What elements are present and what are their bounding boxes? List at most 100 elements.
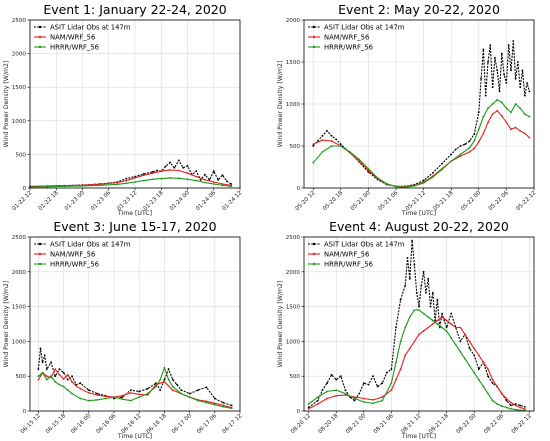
data-point [96, 392, 99, 395]
data-point [427, 277, 430, 280]
data-point [307, 408, 310, 410]
y-tick-label: 1000 [12, 339, 27, 345]
data-point [129, 392, 132, 394]
series-1 [37, 347, 233, 407]
data-point [436, 323, 439, 325]
data-point [491, 113, 494, 115]
data-point [422, 182, 425, 184]
chart-title: Event 2: May 20-22, 2020 [338, 2, 500, 17]
data-point [81, 185, 84, 187]
y-tick-label: 2000 [286, 270, 301, 276]
data-point [406, 257, 409, 259]
plot-frame [29, 236, 241, 412]
data-point [222, 405, 225, 408]
data-point [422, 179, 425, 182]
data-point [326, 390, 328, 393]
chart-title: Event 4: August 20-22, 2020 [329, 219, 509, 234]
data-point [37, 378, 40, 381]
x-tick-label: 05-21 12 [405, 190, 427, 212]
legend: ASIT Lidar Obs at 147m NAM/WRF_56 HRRR/WRF… [34, 240, 131, 268]
legend: ASIT Lidar Obs at 147m NAM/WRF_56 HRRR/WRF… [308, 240, 405, 268]
data-point [514, 77, 517, 80]
chart-panel-1: Event 1: January 22-24, 2020 0 500 1000 1500… [3, 2, 243, 217]
chart-panel-4: Event 4: August 20-22, 2020 0 500 1000 1500 2… [277, 219, 535, 440]
data-point [212, 181, 215, 183]
legend-label: ASIT Lidar Obs at 147m [50, 240, 131, 248]
data-point [395, 326, 397, 329]
data-point [431, 319, 434, 322]
data-point [480, 77, 482, 80]
data-point [519, 130, 522, 132]
data-point [151, 172, 154, 175]
data-point [491, 378, 494, 381]
data-point [335, 389, 338, 391]
data-point [505, 107, 508, 110]
data-point [491, 86, 494, 89]
y-tick-label: 500 [289, 374, 300, 380]
data-point [519, 404, 522, 407]
data-point [487, 121, 489, 124]
data-point [487, 375, 489, 378]
data-point [445, 326, 448, 329]
data-point [71, 375, 73, 378]
data-point [454, 344, 457, 346]
data-point [230, 185, 233, 188]
data-point [37, 375, 40, 378]
legend-label: NAM/WRF_56 [50, 250, 95, 258]
data-point [399, 340, 402, 343]
x-tick-label: 06-17 00 [171, 413, 193, 435]
data-point [125, 182, 128, 185]
data-point [411, 239, 413, 242]
data-point [171, 378, 174, 381]
y-axis-label: Wind Power Density [W/m2] [277, 61, 284, 148]
data-point [96, 399, 99, 401]
data-point [367, 169, 370, 172]
data-point [473, 133, 476, 136]
series-line [37, 348, 232, 406]
x-axis-label: Time [UTC] [117, 433, 152, 440]
data-point [353, 399, 356, 402]
data-point [427, 326, 430, 329]
data-point [441, 162, 443, 165]
data-point [487, 107, 489, 110]
data-point [221, 184, 224, 187]
data-point [330, 373, 333, 376]
series-3 [312, 98, 531, 189]
series-2 [307, 316, 526, 410]
data-point [151, 171, 154, 173]
data-point [489, 44, 492, 47]
data-point [468, 340, 471, 343]
data-point [199, 179, 202, 181]
y-tick-label: 1500 [12, 85, 27, 91]
data-point [344, 392, 347, 395]
data-point [482, 115, 485, 118]
data-point [171, 389, 174, 391]
data-point [372, 402, 374, 405]
data-point [459, 153, 462, 156]
data-point [87, 399, 90, 402]
data-point [50, 375, 52, 378]
data-point [404, 326, 407, 329]
data-point [496, 109, 499, 112]
x-tick-label: 01-24 00 [169, 190, 191, 212]
data-point [353, 397, 356, 400]
data-point [399, 368, 402, 371]
legend-marker [38, 25, 42, 29]
data-point [339, 143, 342, 146]
data-point [180, 392, 183, 395]
x-tick-label: 01-24 12 [221, 190, 243, 212]
legend-marker [312, 45, 316, 49]
x-tick-label: 06-16 12 [121, 413, 143, 435]
data-point [326, 130, 328, 132]
data-point [221, 174, 224, 177]
data-point [528, 136, 531, 139]
x-tick-label: 01-23 12 [116, 190, 138, 212]
data-point [528, 90, 531, 93]
data-point [477, 354, 480, 357]
data-point [212, 170, 215, 173]
data-point [79, 397, 82, 400]
data-point [116, 183, 119, 186]
data-point [79, 382, 82, 385]
x-tick-label: 08-22 12 [511, 413, 533, 435]
plot-frame [303, 19, 535, 189]
